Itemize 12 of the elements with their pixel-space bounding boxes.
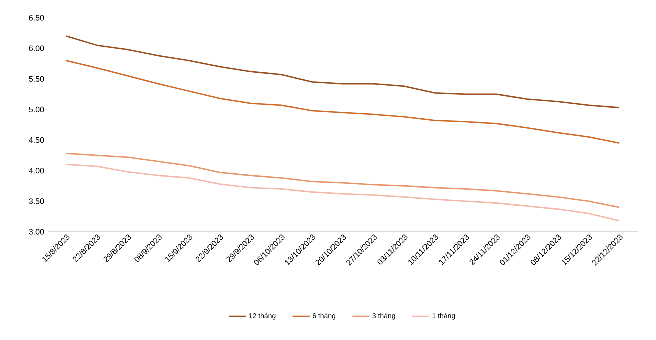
- y-tick-label: 5.50: [29, 76, 44, 82]
- line-series: [66, 36, 620, 109]
- line-series: [66, 60, 620, 144]
- y-tick-label: 5.00: [29, 106, 44, 113]
- y-tick-label: 6.00: [29, 46, 44, 52]
- y-tick-label: 4.50: [29, 137, 44, 144]
- y-tick-label: 4.00: [29, 168, 44, 174]
- line-series: [66, 153, 620, 208]
- line-series: [66, 164, 620, 222]
- y-tick-label: 3.50: [29, 198, 44, 204]
- y-tick-label: 3.00: [29, 229, 44, 235]
- y-tick-label: 6.50: [29, 15, 44, 21]
